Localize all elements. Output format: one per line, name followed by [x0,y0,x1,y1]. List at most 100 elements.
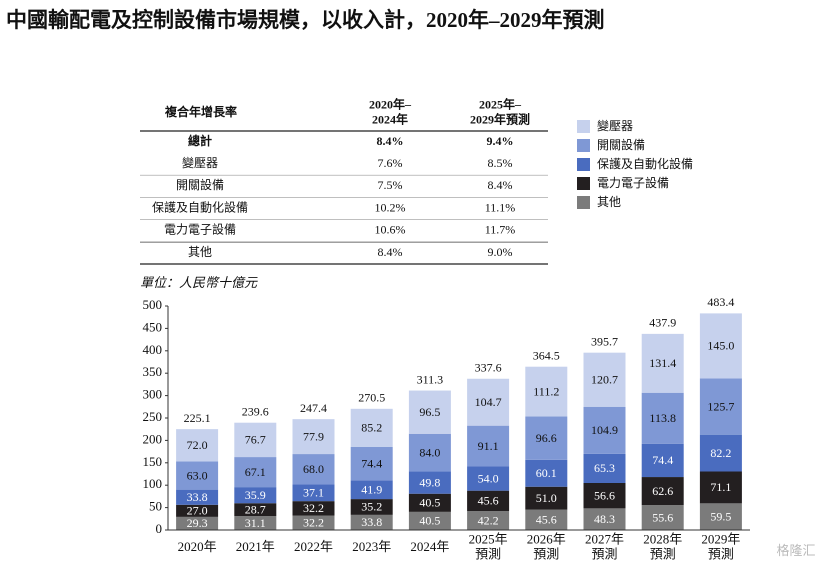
bar-segment [583,453,626,484]
bar-segment [234,516,277,530]
bar-segment [350,408,393,447]
table-cell: 11.1% [485,200,516,214]
bar-value-label: 72.0 [187,438,208,452]
x-tick-label: 2022年 [294,539,333,554]
bar-value-label: 33.8 [361,515,382,529]
bar-value-label: 74.4 [361,456,382,470]
table-cell: 8.4% [488,178,513,192]
bar-segment [583,483,626,509]
y-tick-label: 500 [143,297,163,312]
table-header: 2020年– 2024年 [369,96,412,126]
bar-segment [234,487,277,504]
table-cell: 7.6% [378,156,403,170]
bar-segment [234,422,277,458]
table-cell: 8.4% [378,245,403,259]
table-header: 複合年增長率 [164,104,237,119]
total-label: 395.7 [591,334,618,348]
legend-label: 保護及自動化設備 [597,156,693,171]
bar-value-label: 55.6 [652,510,673,524]
x-tick-label: 2021年 [236,539,275,554]
bar-segment [176,504,219,517]
bar-value-label: 40.5 [419,496,440,510]
table-cell: 11.7% [485,223,516,237]
bar-segment [292,484,335,502]
legend-label: 開關設備 [597,137,645,152]
total-label: 483.4 [707,295,734,309]
bar-segment [525,486,568,510]
bar-value-label: 145.0 [707,339,734,353]
table-cell: 8.4% [377,134,404,148]
total-label: 239.6 [242,404,269,418]
bar-value-label: 48.3 [594,512,615,526]
bar-value-label: 91.1 [478,439,499,453]
bar-segment [234,457,277,488]
bar-segment [467,490,510,512]
total-label: 364.5 [533,348,560,362]
bar-segment [699,378,742,435]
y-tick-label: 100 [143,476,163,491]
bar-value-label: 45.6 [478,494,499,508]
bar-segment [292,515,335,530]
bar-segment [641,333,684,393]
bar-value-label: 67.1 [245,465,266,479]
bar-value-label: 62.6 [652,484,673,498]
bar-segment [350,446,393,481]
bar-value-label: 120.7 [591,372,618,386]
chart-title: 中國輸配電及控制設備市場規模，以收入計，2020年–2029年預測 [6,8,605,32]
table-cell: 8.5% [488,156,513,170]
x-tick-label: 2029年預測 [701,531,740,561]
x-tick-label: 2024年 [410,539,449,554]
bar-segment [176,516,219,530]
bar-value-label: 59.5 [710,509,731,523]
bar-segment [234,503,277,517]
unit-label: 單位：人民幣十億元 [140,275,258,290]
bar-segment [467,466,510,491]
x-tick-label: 2020年 [178,539,217,554]
y-tick-label: 50 [149,499,162,514]
bar-segment [408,390,451,434]
bar-value-label: 96.5 [419,405,440,419]
bar-value-label: 113.8 [649,411,676,425]
table-cell: 變壓器 [182,155,218,170]
x-tick-label: 2026年預測 [527,531,566,561]
legend-swatch [577,120,590,133]
bar-value-label: 45.6 [536,513,557,527]
y-tick-label: 300 [143,387,163,402]
bar-value-label: 71.1 [710,480,731,494]
bar-value-label: 63.0 [187,468,208,482]
bar-value-label: 74.4 [652,453,673,467]
table-cell: 10.2% [375,200,406,214]
bar-value-label: 85.2 [361,421,382,435]
watermark: 格隆汇 [776,543,815,558]
bar-segment [467,425,510,467]
bar-segment [350,499,393,515]
legend-swatch [577,196,590,209]
y-tick-label: 450 [143,319,163,334]
bar-value-label: 111.2 [533,384,559,398]
bar-segment [583,508,626,530]
table-header: 2025年– 2029年預測 [470,96,530,126]
bar-segment [525,459,568,487]
bar-segment [176,429,219,462]
legend-swatch [577,158,590,171]
bar-value-label: 76.7 [245,433,266,447]
bar-value-label: 51.0 [536,491,557,505]
bar-value-label: 125.7 [707,399,734,413]
bar-segment [408,493,451,512]
bar-value-label: 96.6 [536,431,557,445]
bar-value-label: 104.7 [475,395,502,409]
bar-segment [408,511,451,530]
bar-segment [583,352,626,407]
bar-segment [525,366,568,417]
table-cell: 保護及自動化設備 [152,199,248,214]
y-tick-label: 0 [156,521,163,536]
total-label: 311.3 [417,372,444,386]
bar-segment [176,489,219,505]
bar-value-label: 68.0 [303,462,324,476]
bar-segment [699,434,742,472]
bar-value-label: 27.0 [187,504,208,518]
bar-segment [350,514,393,530]
bar-segment [467,511,510,530]
bar-value-label: 40.5 [419,514,440,528]
